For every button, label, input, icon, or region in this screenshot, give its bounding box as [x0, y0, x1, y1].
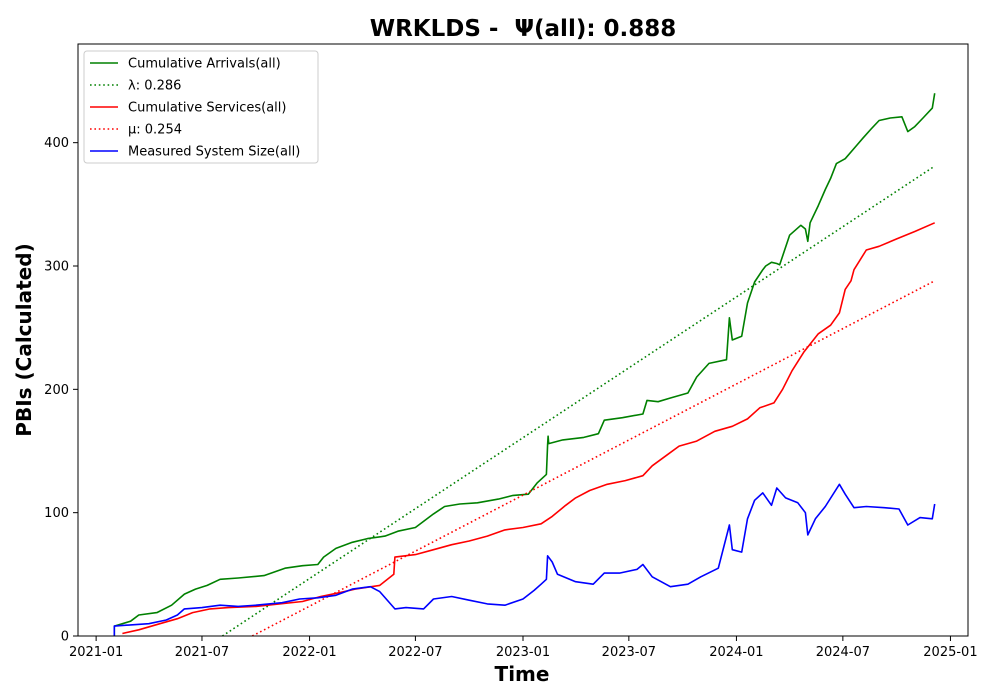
x-tick-label-2022-01: 2022-01 — [282, 645, 336, 660]
x-tick-label-2021-07: 2021-07 — [175, 645, 229, 660]
y-tick-label-100: 100 — [44, 506, 69, 521]
series-line-measured-system-size-all — [113, 483, 936, 636]
legend-label-0-254: μ: 0.254 — [128, 123, 182, 138]
x-tick-label-2023-01: 2023-01 — [496, 645, 550, 660]
series-line-0-254 — [251, 280, 936, 636]
plot-area — [77, 43, 969, 637]
x-tick-label-2021-01: 2021-01 — [69, 645, 123, 660]
y-tick-label-200: 200 — [44, 383, 69, 398]
y-axis-title: PBIs (Calculated) — [12, 243, 36, 436]
x-axis-title: Time — [495, 662, 550, 686]
x-axis: 2021-01 2021-07 2022-01 2022-07 2023-01 2023-… — [69, 636, 978, 660]
series-line-cumulative-services-all — [122, 222, 936, 635]
legend-label-cumulative-services-all: Cumulative Services(all) — [128, 101, 286, 116]
y-tick-label-300: 300 — [44, 260, 69, 275]
chart-title: WRKLDS - Ψ(all): 0.888 — [370, 16, 677, 42]
series-line-cumulative-arrivals-all — [113, 93, 936, 636]
legend-label-cumulative-arrivals-all: Cumulative Arrivals(all) — [128, 57, 281, 72]
x-tick-label-2024-07: 2024-07 — [816, 645, 870, 660]
x-tick-label-2025-01: 2025-01 — [923, 645, 977, 660]
legend-label-measured-system-size-all: Measured System Size(all) — [128, 145, 300, 160]
y-tick-label-0: 0 — [61, 630, 69, 645]
x-tick-label-2022-07: 2022-07 — [388, 645, 442, 660]
x-tick-label-2023-07: 2023-07 — [602, 645, 656, 660]
y-tick-label-400: 400 — [44, 136, 69, 151]
y-axis: 0 100 200 300 400 — [44, 136, 78, 645]
series-line-0-286 — [221, 165, 936, 636]
legend-label-0-286: λ: 0.286 — [128, 79, 181, 94]
legend: Cumulative Arrivals(all) λ: 0.286 Cumulati… — [83, 50, 319, 164]
x-tick-label-2024-01: 2024-01 — [709, 645, 763, 660]
legend-box — [83, 50, 319, 164]
